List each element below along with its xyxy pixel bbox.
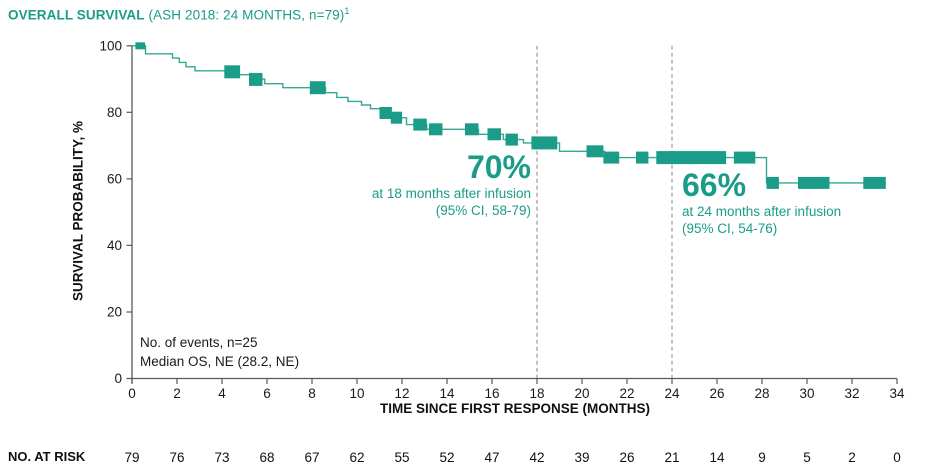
risk-value-month-22: 26 <box>619 450 634 465</box>
chart-title-detail: (ASH 2018: 24 MONTHS, n=79) <box>144 7 345 23</box>
risk-value-month-28: 9 <box>758 450 766 465</box>
risk-value-month-8: 67 <box>304 450 319 465</box>
x-tick-label: 32 <box>844 386 859 401</box>
censor-mark <box>863 176 886 189</box>
x-tick-label: 14 <box>439 386 455 401</box>
x-tick-label: 0 <box>128 386 136 401</box>
x-tick-label: 16 <box>484 386 499 401</box>
annotation-18-months-line2: (95% CI, 58-79) <box>435 202 531 218</box>
km-survival-curve <box>132 45 886 184</box>
x-tick-label: 6 <box>263 386 271 401</box>
censor-mark <box>224 65 241 79</box>
censor-mark <box>249 72 263 86</box>
median-os: Median OS, NE (28.2, NE) <box>140 353 300 369</box>
annotation-24-months-line1: at 24 months after infusion <box>682 203 842 219</box>
censor-mark <box>309 81 326 95</box>
censor-mark <box>379 107 392 119</box>
x-tick-label: 30 <box>799 386 814 401</box>
chart-title-main: OVERALL SURVIVAL <box>8 7 145 23</box>
risk-value-month-4: 73 <box>214 450 229 465</box>
events-count: No. of events, n=25 <box>140 335 258 350</box>
risk-value-month-16: 47 <box>484 450 499 465</box>
censor-mark <box>505 133 518 146</box>
x-tick-label: 24 <box>664 386 680 401</box>
annotation-18-months-value: 70% <box>466 149 531 185</box>
annotation-24-months: 66% at 24 months after infusion (95% CI,… <box>682 167 842 237</box>
x-tick-label: 22 <box>619 386 634 401</box>
x-tick-label: 10 <box>349 386 364 401</box>
x-tick-label: 20 <box>574 386 589 401</box>
risk-value-month-32: 2 <box>848 450 856 465</box>
x-tick-label: 12 <box>394 386 409 401</box>
risk-value-month-6: 68 <box>259 450 274 465</box>
censor-mark <box>656 151 727 165</box>
censor-mark <box>733 151 756 164</box>
censor-mark <box>429 123 443 136</box>
risk-table-label: NO. AT RISK <box>8 449 86 464</box>
censor-mark <box>603 151 620 164</box>
risk-value-month-2: 76 <box>169 450 184 465</box>
risk-value-month-34: 0 <box>893 450 901 465</box>
risk-value-month-0: 79 <box>124 450 139 465</box>
censor-mark <box>586 145 604 158</box>
y-tick-label: 40 <box>107 238 122 253</box>
risk-value-month-30: 5 <box>803 450 811 465</box>
x-tick-label: 8 <box>308 386 316 401</box>
risk-value-month-10: 62 <box>349 450 364 465</box>
censor-mark <box>798 176 830 189</box>
risk-value-month-20: 39 <box>574 450 589 465</box>
x-axis-title: TIME SINCE FIRST RESPONSE (MONTHS) <box>379 401 651 416</box>
annotation-24-months-line2: (95% CI, 54-76) <box>682 220 778 236</box>
censor-mark <box>390 111 403 124</box>
risk-value-month-26: 14 <box>709 450 725 465</box>
risk-values: 79 76 73 68 67 62 55 52 47 42 39 26 21 14 9 5 2 0 <box>124 450 900 465</box>
events-stats-box: No. of events, n=25 Median OS, NE (28.2,… <box>140 334 299 372</box>
y-tick-label: 0 <box>114 371 122 386</box>
x-tick-label: 26 <box>709 386 724 401</box>
x-tick-label: 2 <box>173 386 181 401</box>
censor-mark <box>413 118 427 131</box>
censor-mark <box>766 176 779 189</box>
censor-mark <box>135 42 146 50</box>
x-tick-label: 18 <box>529 386 544 401</box>
risk-value-month-18: 42 <box>529 450 544 465</box>
censor-mark <box>465 123 479 136</box>
x-tick-label: 4 <box>218 386 226 401</box>
x-tick-label: 34 <box>889 386 905 401</box>
y-tick-label: 60 <box>107 171 122 186</box>
reference-lines <box>536 45 673 379</box>
censor-mark <box>531 136 558 150</box>
chart-title: OVERALL SURVIVAL (ASH 2018: 24 MONTHS, n… <box>8 6 350 23</box>
risk-value-month-14: 52 <box>439 450 454 465</box>
censor-mark <box>487 128 501 141</box>
annotation-18-months-line1: at 18 months after infusion <box>371 185 531 201</box>
annotation-18-months: 70% at 18 months after infusion (95% CI,… <box>371 149 531 219</box>
censor-marks <box>135 42 886 189</box>
axes: 0 2 4 6 8 10 12 14 16 18 20 22 24 26 28 30 32 34020406080… <box>99 38 905 401</box>
y-tick-label: 20 <box>107 305 122 320</box>
chart-title-footnote-marker: 1 <box>344 6 350 16</box>
axis-lines <box>131 45 897 383</box>
x-tick-label: 28 <box>754 386 769 401</box>
annotation-24-months-value: 66% <box>682 167 747 203</box>
censor-mark <box>636 151 649 164</box>
y-tick-label: 80 <box>107 105 122 120</box>
y-tick-label: 100 <box>99 38 122 53</box>
risk-value-month-12: 55 <box>394 450 409 465</box>
risk-value-month-24: 21 <box>664 450 679 465</box>
